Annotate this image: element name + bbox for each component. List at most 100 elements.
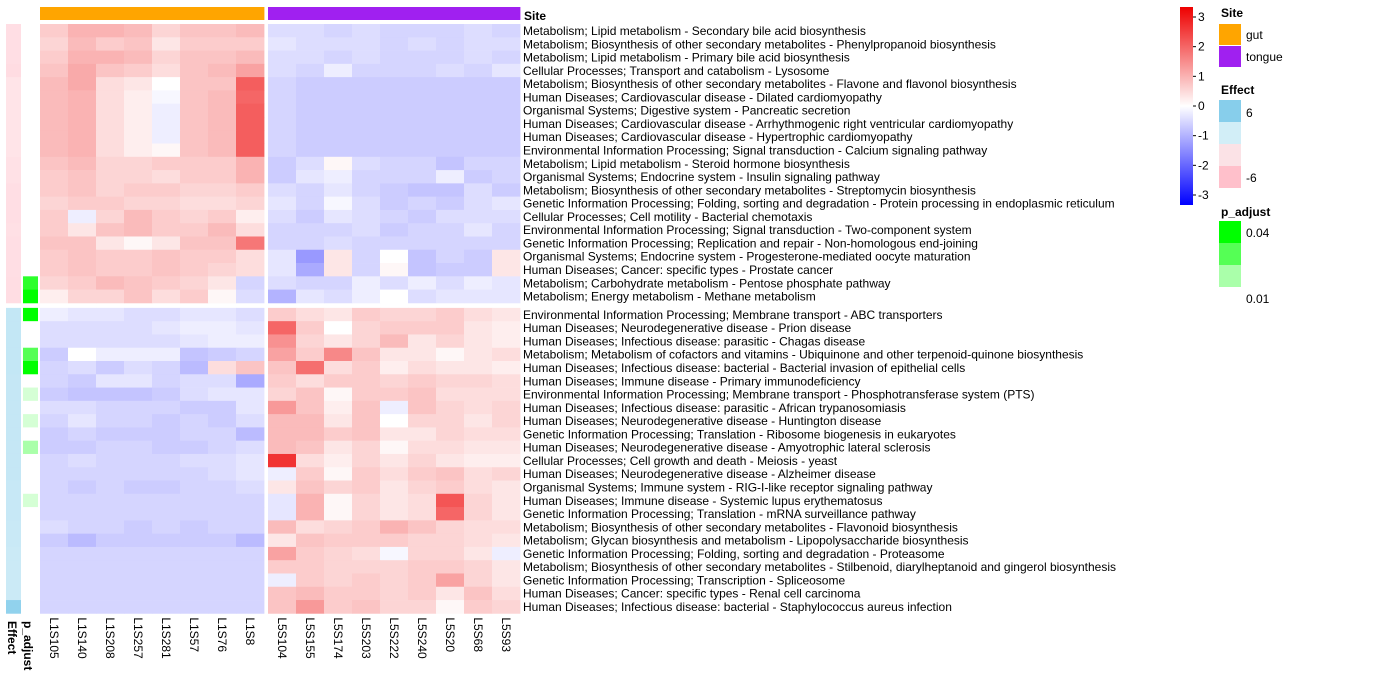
heatmap-cell	[464, 276, 493, 290]
row-label: Organismal Systems; Endocrine system - P…	[523, 250, 971, 264]
heatmap-cell	[324, 223, 353, 237]
heatmap-cell	[124, 249, 153, 264]
heatmap-cell	[68, 573, 97, 588]
heatmap-cell	[96, 307, 125, 322]
heatmap-cell	[436, 374, 465, 388]
heatmap-cell	[96, 156, 125, 171]
heatmap-cell	[96, 103, 125, 118]
heatmap-cell	[380, 156, 409, 171]
heatmap-cell	[380, 467, 409, 481]
heatmap-cell	[180, 24, 209, 38]
heatmap-cell	[352, 289, 381, 304]
p-adjust-annotation-cell	[23, 183, 38, 198]
row-annotations	[6, 24, 38, 614]
p-adjust-annotation-label: p_adjust	[21, 621, 35, 670]
heatmap-cell	[40, 573, 69, 588]
heatmap-cell	[68, 546, 97, 561]
heatmap-cell	[236, 334, 265, 349]
p-adjust-annotation-cell	[23, 236, 38, 251]
heatmap-cell	[236, 387, 265, 402]
effect-annotation-cell	[6, 374, 21, 388]
heatmap-cell	[268, 156, 297, 171]
effect-annotation-cell	[6, 440, 21, 455]
heatmap-cell	[96, 546, 125, 561]
heatmap-cell	[152, 307, 181, 322]
heatmap-cell	[124, 170, 153, 184]
row-label: Environmental Information Processing; Si…	[523, 144, 987, 158]
effect-annotation-cell	[6, 533, 21, 548]
site-bar-L5S104	[268, 7, 297, 20]
heatmap-cell	[436, 37, 465, 51]
heatmap-cell	[268, 493, 297, 508]
heatmap-cell	[268, 560, 297, 574]
heatmap-cell	[236, 374, 265, 388]
p-adjust-legend-title: p_adjust	[1221, 205, 1270, 219]
main-scale-ticks: 3 2 1 0 -1 -2 -3	[1193, 10, 1209, 202]
heatmap-cell	[236, 507, 265, 521]
heatmap-cell	[68, 374, 97, 388]
heatmap-cell	[464, 467, 493, 481]
heatmap-cell	[352, 24, 381, 38]
heatmap-cell	[436, 414, 465, 428]
heatmap-cell	[208, 520, 237, 535]
site-bar-L5S93	[492, 7, 521, 20]
heatmap-cell	[268, 143, 297, 158]
heatmap-cell	[124, 289, 153, 304]
heatmap-cell	[352, 276, 381, 290]
heatmap-cell	[152, 453, 181, 468]
heatmap-cell	[296, 427, 325, 442]
heatmap-cell	[40, 467, 69, 481]
heatmap-cell	[124, 223, 153, 237]
heatmap-cell	[236, 50, 265, 65]
heatmap-cell	[408, 480, 437, 495]
heatmap-cell	[492, 427, 521, 442]
heatmap-cell	[408, 361, 437, 375]
heatmap-cell	[408, 507, 437, 521]
heatmap-cell	[208, 440, 237, 455]
heatmap-cell	[236, 77, 265, 91]
heatmap-cell	[68, 467, 97, 481]
row-label: Organismal Systems; Digestive system - P…	[523, 104, 850, 118]
heatmap-cell	[352, 586, 381, 601]
heatmap-cell	[208, 361, 237, 375]
heatmap-cell	[96, 400, 125, 415]
heatmap-cell	[152, 440, 181, 455]
effect-annotation-cell	[6, 467, 21, 481]
heatmap-cell	[68, 520, 97, 535]
heatmap-cell	[208, 480, 237, 495]
effect-annotation-cell	[6, 276, 21, 290]
heatmap-cell	[124, 361, 153, 375]
heatmap-cell	[68, 37, 97, 51]
p-adjust-annotation-cell	[23, 90, 38, 105]
heatmap-cell	[436, 453, 465, 468]
heatmap-cell	[68, 90, 97, 105]
heatmap-cell	[380, 289, 409, 304]
heatmap-cell	[152, 103, 181, 118]
effect-annotation-cell	[6, 546, 21, 561]
heatmap-cell	[236, 600, 265, 614]
heatmap-cell	[324, 453, 353, 468]
heatmap-cell	[236, 560, 265, 574]
site-bar-L5S155	[296, 7, 325, 20]
heatmap-cell	[152, 143, 181, 158]
heatmap-cell	[324, 130, 353, 144]
row-labels: Metabolism; Lipid metabolism - Secondary…	[523, 24, 1116, 614]
effect-annotation-cell	[6, 249, 21, 264]
heatmap-cell	[380, 249, 409, 264]
heatmap-cell	[436, 334, 465, 349]
heatmap-cell	[236, 533, 265, 548]
heatmap-cell	[492, 223, 521, 237]
column-label: L1S76	[215, 617, 229, 652]
effect-annotation-cell	[6, 321, 21, 335]
heatmap-cell	[436, 560, 465, 574]
effect-annotation-cell	[6, 77, 21, 91]
heatmap-cell	[268, 427, 297, 442]
heatmap-cell	[436, 507, 465, 521]
heatmap-cell	[296, 307, 325, 322]
effect-annotation-cell	[6, 307, 21, 322]
heatmap-cell	[68, 24, 97, 38]
heatmap-cell	[40, 546, 69, 561]
heatmap-cell	[380, 586, 409, 601]
heatmap-cell	[208, 24, 237, 38]
